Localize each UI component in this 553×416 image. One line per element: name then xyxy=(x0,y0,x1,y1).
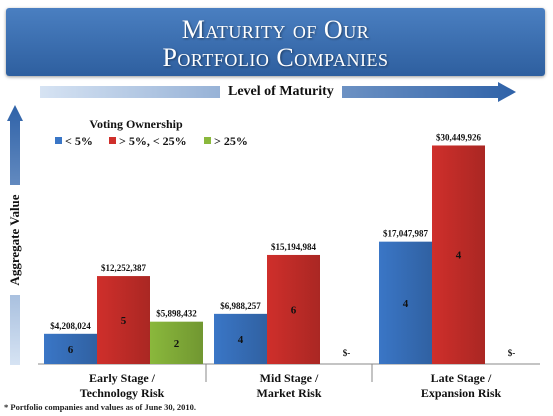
data-label: $17,047,987 xyxy=(383,229,429,239)
data-label: $- xyxy=(508,348,516,358)
data-label: $- xyxy=(343,348,351,358)
bar-count-label: 4 xyxy=(403,298,409,310)
data-label: $6,988,257 xyxy=(220,301,261,311)
data-label: $12,252,387 xyxy=(101,263,147,273)
data-label: $30,449,926 xyxy=(436,132,482,142)
bar-count-label: 4 xyxy=(238,334,244,346)
data-label: $5,898,432 xyxy=(156,309,197,319)
legend-swatch xyxy=(109,137,116,144)
page-title-line-1: Maturity of Our xyxy=(181,15,370,44)
legend-swatch xyxy=(55,137,62,144)
legend-entry: > 5%, < 25% xyxy=(119,134,187,148)
category-label: Technology Risk xyxy=(80,386,165,400)
bar xyxy=(150,321,203,364)
legend-title: Voting Ownership xyxy=(89,117,183,131)
title-banner: Maturity of Our Portfolio Companies xyxy=(6,8,545,76)
bar-count-label: 2 xyxy=(174,338,180,350)
bar xyxy=(97,276,150,364)
category-label: Expansion Risk xyxy=(421,386,502,400)
bar-count-label: 4 xyxy=(456,250,462,262)
category-label: Late Stage / xyxy=(431,371,492,385)
bar xyxy=(432,145,485,364)
bar-count-label: 6 xyxy=(68,344,74,356)
legend-entry: > 25% xyxy=(214,134,248,148)
data-label: $4,208,024 xyxy=(50,321,91,331)
bar xyxy=(379,241,432,364)
bar xyxy=(267,254,320,364)
data-label: $15,194,984 xyxy=(271,242,317,252)
bar xyxy=(44,333,97,364)
legend-swatch xyxy=(204,137,211,144)
category-label: Mid Stage / xyxy=(260,371,319,385)
category-label: Market Risk xyxy=(257,386,322,400)
footnote: * Portfolio companies and values as of J… xyxy=(4,402,196,412)
category-label: Early Stage / xyxy=(89,371,156,385)
legend-entry: < 5% xyxy=(65,134,93,148)
page-title-line-2: Portfolio Companies xyxy=(162,43,389,72)
bar xyxy=(214,313,267,364)
bar-count-label: 6 xyxy=(291,304,297,316)
bar-count-label: 5 xyxy=(121,315,127,327)
page-title: Maturity of Our Portfolio Companies xyxy=(6,16,545,72)
maturity-axis-label: Level of Maturity xyxy=(220,83,342,101)
